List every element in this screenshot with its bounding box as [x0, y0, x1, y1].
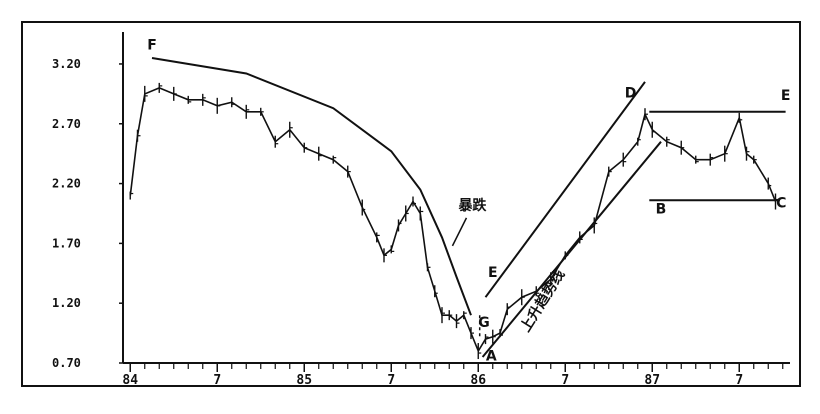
trendline-top-curve [151, 57, 472, 316]
y-tick-labels: 3.20 2.70 2.20 1.70 1.20 0.70 [52, 57, 123, 370]
x-tick-label: 7 [387, 373, 395, 388]
annotation-crash-pointer [451, 217, 468, 247]
annotation-D: D [625, 85, 637, 101]
y-tick-label: 0.70 [52, 356, 81, 370]
y-tick-label: 2.70 [52, 117, 81, 131]
x-tick-label: 84 [122, 373, 138, 388]
x-tick-label: 85 [296, 373, 312, 388]
x-tick-label: 7 [561, 373, 569, 388]
annotation-G: G [478, 315, 490, 331]
x-tick-labels: 84 7 85 7 86 7 87 7 [122, 363, 743, 388]
x-tick-label: 7 [213, 373, 221, 388]
annotation-F-top: F [147, 38, 157, 54]
y-tick-label: 1.70 [52, 236, 81, 250]
price-line [129, 87, 777, 353]
annotation-E-mid: E [488, 265, 498, 281]
annotation-A: A [486, 349, 497, 365]
y-tick-label: 2.20 [52, 177, 81, 191]
x-tick-label: 86 [470, 373, 486, 388]
trendline-rising-lower [481, 141, 662, 358]
annotation-uptrend-label: 上升趋势线 [517, 267, 569, 335]
annotation-B: B [656, 201, 667, 217]
price-series [129, 82, 779, 360]
annotation-E-right: E [781, 88, 791, 104]
annotation-C: C [776, 196, 786, 212]
x-tick-label: 7 [735, 373, 743, 388]
x-tick-label: 87 [644, 373, 660, 388]
x-minor-ticks [144, 363, 784, 369]
trendlines [151, 57, 786, 358]
y-tick-label: 1.20 [52, 296, 81, 310]
trendline-rising-upper [484, 81, 646, 298]
y-tick-label: 3.20 [52, 57, 81, 71]
annotation-crash-label: 暴跌 [457, 198, 487, 214]
outer-frame [21, 21, 801, 387]
